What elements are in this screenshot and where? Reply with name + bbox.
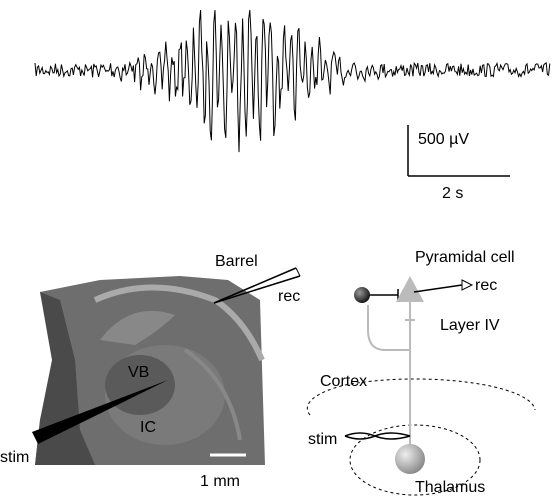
label-thalamus: Thalamus: [415, 479, 485, 496]
label-stim: stim: [308, 431, 337, 448]
eeg-trace: [35, 10, 550, 152]
brain-slice: [35, 276, 265, 465]
label-rec: rec: [475, 277, 497, 294]
label-vb: VB: [128, 364, 149, 381]
label-barrel: Barrel: [215, 253, 258, 270]
label-stim: stim: [0, 449, 29, 466]
label-cell: Pyramidal cell: [415, 249, 515, 266]
slice-scale: 1 mm: [200, 473, 240, 490]
scale-time: 2 s: [442, 185, 463, 202]
label-layer: Layer IV: [440, 317, 500, 334]
label-ic: IC: [140, 419, 156, 436]
label-cortex: Cortex: [320, 373, 367, 390]
figure: 500 µV 2 s Barrel rec VB IC stim 1 mm Py…: [0, 0, 552, 497]
label-rec: rec: [278, 288, 300, 305]
scale-voltage: 500 µV: [418, 131, 469, 148]
